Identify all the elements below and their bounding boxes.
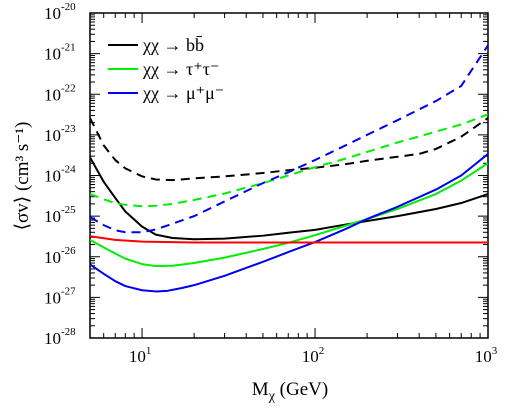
y-tick-label: 10-24: [44, 164, 76, 186]
x-axis-label: M: [252, 379, 269, 400]
series-curve-4: [90, 153, 488, 293]
x-tick-label: 102: [302, 345, 325, 366]
series-curve-1: [90, 117, 488, 182]
y-tick-label: 10-27: [44, 285, 76, 307]
y-tick-label: 10-26: [44, 245, 76, 267]
legend: χχ → bb̄ χχ → τ⁺τ⁻ χχ → μ⁺μ⁻: [108, 35, 224, 103]
legend-label-mumu: χχ → μ⁺μ⁻: [142, 83, 224, 103]
axis-ticks: [89, 13, 489, 339]
svg-text:Mχ (GeV): Mχ (GeV): [252, 379, 328, 404]
y-tick-label: 10-23: [44, 123, 76, 145]
axis-tick-labels: 101 102 103 10-28 10-27 10-26 10-25 10-24 10-23 1…: [44, 1, 498, 366]
y-tick-label: 10-20: [44, 1, 76, 23]
legend-label-bb: χχ → bb̄: [142, 35, 204, 55]
y-axis-title: ⟨σv⟩ (cm³ s⁻¹): [12, 122, 33, 231]
series-curve-0: [90, 156, 488, 241]
y-tick-label: 10-21: [44, 42, 76, 64]
y-tick-label: 10-28: [44, 326, 76, 348]
data-curves: [90, 44, 488, 293]
y-axis-label: ⟨σv⟩ (cm³ s⁻¹): [12, 122, 33, 231]
y-tick-label: 10-25: [44, 204, 76, 226]
x-axis-label-sub: χ: [268, 389, 276, 404]
series-curve-3: [90, 113, 488, 208]
x-axis-label-unit: (GeV): [275, 379, 328, 400]
x-tick-label: 101: [129, 345, 152, 366]
y-tick-label: 10-22: [44, 82, 76, 104]
x-axis-title: Mχ (GeV): [252, 379, 328, 404]
series-curve-5: [90, 44, 488, 234]
series-curve-6: [90, 235, 488, 244]
legend-label-tautau: χχ → τ⁺τ⁻: [142, 59, 219, 79]
series-curve-2: [90, 162, 488, 268]
x-tick-label: 103: [475, 345, 498, 366]
